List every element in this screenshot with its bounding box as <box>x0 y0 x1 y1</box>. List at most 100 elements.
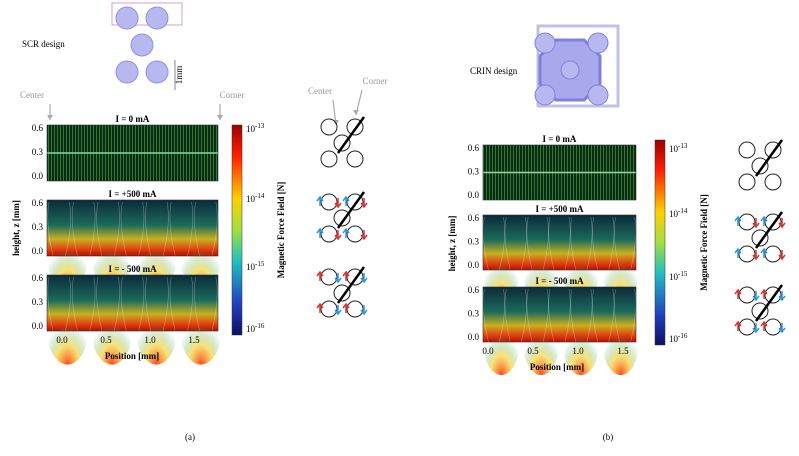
x-axis-label: Position [mm] <box>530 362 584 372</box>
coil-circle <box>764 245 782 263</box>
field-streamline <box>520 216 527 271</box>
colorbar-tick-base: 10 <box>669 334 679 344</box>
pointer-arrowhead <box>353 110 359 115</box>
coil-circle <box>346 118 364 136</box>
current-arrow <box>752 291 760 302</box>
field-streamline <box>564 288 571 343</box>
field-streamline <box>169 276 176 332</box>
field-streamline <box>145 201 152 257</box>
y-tick-label: 0.6 <box>32 198 44 208</box>
colorbar-tick-base: 10 <box>669 272 679 282</box>
current-arrow <box>778 291 786 302</box>
y-tick-label: 0.0 <box>468 332 480 342</box>
current-arrow <box>734 247 742 258</box>
y-tick-label: 0.3 <box>32 297 44 307</box>
x-tick-label: 1.5 <box>188 335 200 345</box>
field-streamline <box>47 276 54 332</box>
current-arrow <box>316 270 324 281</box>
scale-label: 1mm <box>174 66 184 85</box>
colorbar-tick-exponent: -13 <box>255 122 265 130</box>
coil-circle <box>320 268 338 286</box>
field-streamline <box>187 276 194 332</box>
colorbar-tick-exponent: -14 <box>255 192 265 200</box>
field-streamline <box>564 216 571 271</box>
colorbar-tick-label: 10-16 <box>246 322 265 334</box>
y-tick-label: 0.0 <box>32 246 44 256</box>
field-streamline <box>162 201 169 257</box>
coil-circle <box>346 225 364 243</box>
plot-frame <box>46 124 219 182</box>
colorbar-tick-exponent: -15 <box>255 260 265 268</box>
field-streamline <box>542 288 549 343</box>
field-streamline <box>187 201 194 257</box>
coil-circle <box>764 141 782 159</box>
field-streamline <box>65 201 71 257</box>
plot-frame <box>482 214 637 271</box>
colorbar-tick-exponent: -16 <box>255 322 265 330</box>
coil-circle <box>320 225 338 243</box>
subplot-title: I = +500 mA <box>535 204 584 214</box>
colorbar-tick-exponent: -13 <box>678 142 688 150</box>
y-axis-label: height, z [mm] <box>447 216 457 272</box>
cut-line <box>754 139 784 177</box>
colorbar-tick-exponent: -15 <box>678 270 688 278</box>
field-streamline <box>120 201 127 257</box>
x-tick-label: 0.0 <box>56 335 68 345</box>
current-arrow <box>760 320 768 331</box>
current-arrow <box>734 320 742 331</box>
panel-caption: (b) <box>603 432 614 442</box>
field-streamline <box>570 216 577 271</box>
subplot-title: I = - 500 mA <box>108 264 157 274</box>
current-arrow <box>734 215 742 226</box>
colorbar-tick-label: 10-13 <box>669 142 688 154</box>
y-tick-label: 0.0 <box>32 321 44 331</box>
field-streamline <box>482 216 489 271</box>
colorbar <box>231 124 243 336</box>
design-label: SCR design <box>22 39 65 49</box>
subplot-title: I = 0 mA <box>543 134 577 144</box>
x-tick-label: 0.0 <box>482 346 494 356</box>
colorbar-tick-base: 10 <box>246 262 256 272</box>
colorbar <box>654 139 666 346</box>
field-streamline <box>113 276 120 332</box>
plot-frame <box>46 274 219 332</box>
y-tick-label: 0.3 <box>468 167 480 177</box>
coil-circle <box>738 286 756 304</box>
coil-circle <box>738 173 756 191</box>
field-streamline <box>65 276 71 332</box>
current-arrow <box>316 302 324 313</box>
field-streamline <box>113 201 120 257</box>
field-streamline <box>96 201 103 257</box>
field-streamline <box>211 201 218 257</box>
y-tick-label: 0.6 <box>32 123 44 133</box>
field-streamline <box>47 201 54 257</box>
cut-line <box>754 211 784 249</box>
coil-circle <box>346 150 364 168</box>
field-streamline <box>548 288 555 343</box>
y-tick-label: 0.6 <box>468 285 480 295</box>
field-streamline <box>592 216 599 271</box>
current-arrow <box>778 218 786 229</box>
field-streamline <box>504 288 511 343</box>
center-label: Center <box>20 90 44 100</box>
field-streamline <box>526 288 533 343</box>
current-arrow <box>342 302 350 313</box>
field-streamline <box>211 276 218 332</box>
field-streamline <box>542 216 549 271</box>
corner-label: Corner <box>363 76 388 86</box>
y-tick-label: 0.0 <box>32 171 44 181</box>
colorbar-tick-label: 10-15 <box>669 270 688 282</box>
field-streamline <box>71 201 78 257</box>
x-tick-label: 1.0 <box>572 346 584 356</box>
plot-frame <box>482 144 637 201</box>
field-streamline <box>592 288 599 343</box>
coil-circle <box>764 286 782 304</box>
pointer-arrowhead <box>217 115 223 120</box>
colorbar-tick-label: 10-16 <box>669 332 688 344</box>
y-tick-label: 0.0 <box>468 260 480 270</box>
colorbar-tick-base: 10 <box>246 194 256 204</box>
current-arrow <box>752 218 760 229</box>
field-streamline <box>89 276 96 332</box>
cut-line <box>336 266 366 304</box>
